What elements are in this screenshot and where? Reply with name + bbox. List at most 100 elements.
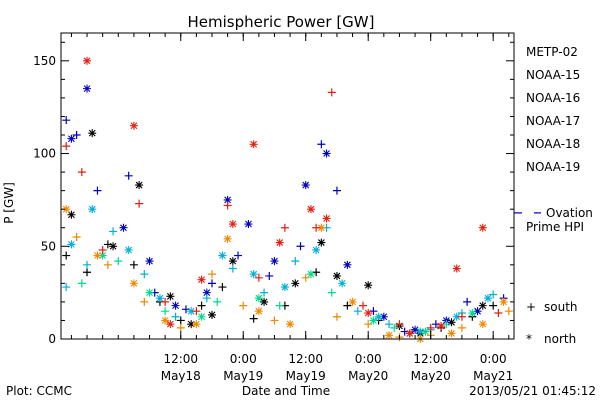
- data-point-south: [234, 251, 243, 260]
- data-point-north: [275, 238, 284, 247]
- data-point-south: [296, 242, 305, 251]
- data-point-south: [327, 88, 336, 97]
- data-point-south: [171, 312, 180, 321]
- x-tick-label-time: 0:00: [480, 352, 507, 366]
- data-point-south: [494, 309, 503, 318]
- data-point-south: [124, 171, 133, 180]
- data-point-south: [208, 270, 216, 279]
- data-point-south: [457, 312, 466, 321]
- data-point-south: [260, 288, 269, 297]
- data-point-south: [161, 297, 170, 306]
- data-point-north: [202, 288, 211, 297]
- x-tick-label-date: May21: [473, 369, 513, 383]
- data-point-south: [317, 140, 326, 149]
- data-point-north: [322, 214, 331, 223]
- data-point-north: [145, 257, 154, 266]
- data-point-south: [489, 290, 498, 299]
- legend-entry-noaa-16: NOAA-16: [526, 91, 580, 105]
- data-point-north: [83, 84, 92, 93]
- data-point-north: [67, 240, 76, 249]
- data-point-south: [161, 307, 170, 316]
- plot-credit: Plot: CCMC: [6, 384, 72, 398]
- x-axis-label: Date and Time: [242, 384, 330, 398]
- data-point-south: [463, 297, 472, 306]
- data-point-south: [62, 251, 71, 260]
- data-point-north: [369, 316, 378, 325]
- data-point-north: [499, 297, 508, 306]
- data-point-south: [213, 297, 222, 306]
- data-point-south: [72, 131, 81, 139]
- y-axis-label: P [GW]: [2, 182, 16, 224]
- data-point-south: [280, 223, 289, 232]
- data-point-north: [166, 292, 175, 301]
- data-point-north: [187, 320, 196, 329]
- data-point-south: [129, 260, 138, 269]
- x-tick-label-date: May20: [348, 369, 388, 383]
- data-point-north: [145, 288, 154, 297]
- data-point-north: [197, 275, 206, 284]
- plot-frame: [60, 32, 515, 340]
- plot-area: [62, 56, 513, 343]
- data-point-south: [77, 279, 86, 288]
- data-point-north: [119, 223, 128, 232]
- data-point-south: [197, 301, 206, 310]
- data-point-south: [176, 323, 185, 332]
- ovation-label: Ovation: [546, 206, 593, 220]
- data-point-north: [478, 223, 487, 232]
- data-point-north: [254, 307, 263, 316]
- data-point-south: [291, 257, 300, 266]
- series-metp-02: [62, 129, 498, 338]
- data-point-south: [312, 223, 321, 232]
- data-point-north: [249, 270, 258, 279]
- data-point-south: [135, 199, 144, 208]
- data-point-south: [249, 314, 258, 323]
- series-noaa-17: [77, 251, 477, 336]
- data-point-north: [478, 320, 487, 329]
- data-point-north: [228, 257, 237, 266]
- x-tick-label-time: 12:00: [163, 352, 198, 366]
- x-tick-label-time: 0:00: [230, 352, 257, 366]
- y-tick-label: 150: [33, 54, 56, 68]
- legend-entry-noaa-17: NOAA-17: [526, 114, 580, 128]
- data-point-north: [306, 270, 315, 279]
- data-point-north: [249, 140, 258, 149]
- data-point-north: [270, 257, 279, 266]
- data-point-north: [421, 327, 430, 336]
- data-point-south: [109, 227, 118, 236]
- data-point-north: [171, 301, 180, 310]
- plot-timestamp: 2013/05/21 01:45:12: [469, 384, 596, 398]
- data-point-south: [72, 233, 81, 241]
- data-point-north: [385, 331, 394, 340]
- data-point-north: [286, 320, 295, 329]
- x-tick-label-date: May19: [286, 369, 326, 383]
- data-point-north: [364, 281, 373, 290]
- legend-entry-noaa-19: NOAA-19: [526, 160, 580, 174]
- data-point-north: [348, 297, 357, 306]
- data-point-north: [312, 245, 321, 254]
- data-point-north: [301, 181, 310, 190]
- axes: 0 50 100 150 12:00 May18 0:00 May19 12:00 May19 0:…: [33, 32, 515, 383]
- data-point-south: [265, 271, 274, 280]
- series-noaa-15: [62, 84, 508, 336]
- marker-key: + south * north: [526, 300, 578, 346]
- ovation-sublabel: Prime HPI: [526, 220, 584, 234]
- data-point-north: [280, 283, 289, 292]
- data-point-north: [187, 307, 196, 316]
- x-tick-label-time: 12:00: [288, 352, 323, 366]
- data-point-south: [254, 273, 263, 282]
- data-point-south: [390, 323, 399, 332]
- legend: METP-02 NOAA-15 NOAA-16 NOAA-17 NOAA-18 NOAA-…: [526, 45, 580, 174]
- data-point-south: [62, 116, 71, 125]
- data-point-south: [103, 260, 112, 269]
- data-point-south: [395, 320, 404, 329]
- data-point-north: [317, 223, 326, 232]
- data-point-north: [338, 279, 347, 288]
- data-point-south: [364, 320, 373, 329]
- data-point-south: [301, 273, 310, 282]
- legend-entry-noaa-18: NOAA-18: [526, 137, 580, 151]
- data-point-north: [223, 234, 232, 243]
- data-point-north: [67, 210, 76, 219]
- data-point-north: [317, 238, 326, 247]
- series-noaa-16: [62, 205, 498, 336]
